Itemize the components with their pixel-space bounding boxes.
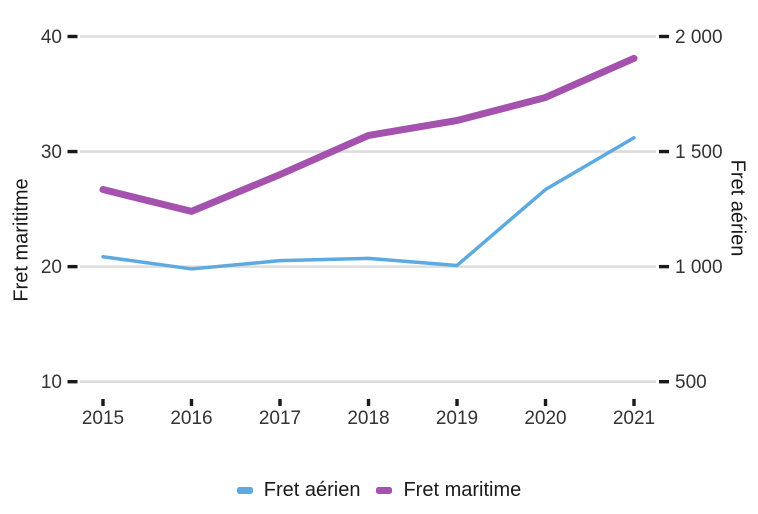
legend-swatch-fret-maritime — [376, 487, 393, 494]
x-axis-tick-label: 2017 — [259, 408, 301, 429]
legend-label: Fret maritime — [403, 479, 522, 501]
y-axis-tick-label-left: 30 — [41, 142, 62, 163]
x-axis-tick-label: 2019 — [436, 408, 478, 429]
y-axis-tick-label-left: 10 — [41, 372, 62, 393]
y-axis-tick-left — [67, 264, 78, 269]
series-line-fret-maritime — [99, 54, 638, 215]
y-axis-tick-label-left: 20 — [41, 257, 62, 278]
y-axis-tick-right — [659, 34, 669, 39]
y-axis-tick-left — [67, 149, 78, 154]
y-axis-tick-label-right: 1 500 — [675, 142, 723, 163]
legend-item-fret-maritime: Fret maritime — [376, 479, 521, 502]
x-axis-tick-label: 2016 — [170, 408, 212, 429]
x-axis-tick — [543, 399, 548, 406]
y-axis-tick-label-left: 40 — [41, 27, 62, 48]
y-axis-tick-left — [67, 380, 78, 384]
x-axis-tick — [101, 399, 105, 406]
y-axis-tick-right — [659, 380, 669, 384]
x-axis-tick — [632, 399, 636, 406]
right-axis-title: Fret aérien — [726, 159, 749, 257]
x-axis-tick — [189, 399, 194, 406]
x-axis-tick — [278, 399, 282, 406]
y-axis-tick-label-right: 500 — [675, 372, 707, 393]
x-axis-tick — [366, 399, 371, 406]
y-axis-tick-left — [67, 34, 78, 39]
legend-label: Fret aérien — [263, 479, 361, 501]
x-axis-tick-label: 2015 — [82, 408, 124, 429]
x-axis-tick-label: 2020 — [524, 408, 566, 429]
legend-swatch-fret-aerien — [236, 487, 253, 494]
legend: Fret aérien Fret maritime — [0, 479, 758, 502]
y-axis-tick-label-right: 2 000 — [675, 27, 723, 48]
y-axis-tick-label-right: 1 000 — [675, 257, 723, 278]
x-axis-tick-label: 2018 — [347, 408, 389, 429]
x-axis-tick-label: 2021 — [613, 408, 655, 429]
legend-item-fret-aerien: Fret aérien — [236, 479, 361, 502]
y-axis-tick-right — [659, 149, 669, 154]
left-axis-title: Fret marititme — [10, 178, 33, 302]
y-axis-tick-right — [659, 264, 669, 269]
series-line-fret-aerien — [101, 136, 636, 271]
x-axis-tick — [455, 399, 459, 406]
